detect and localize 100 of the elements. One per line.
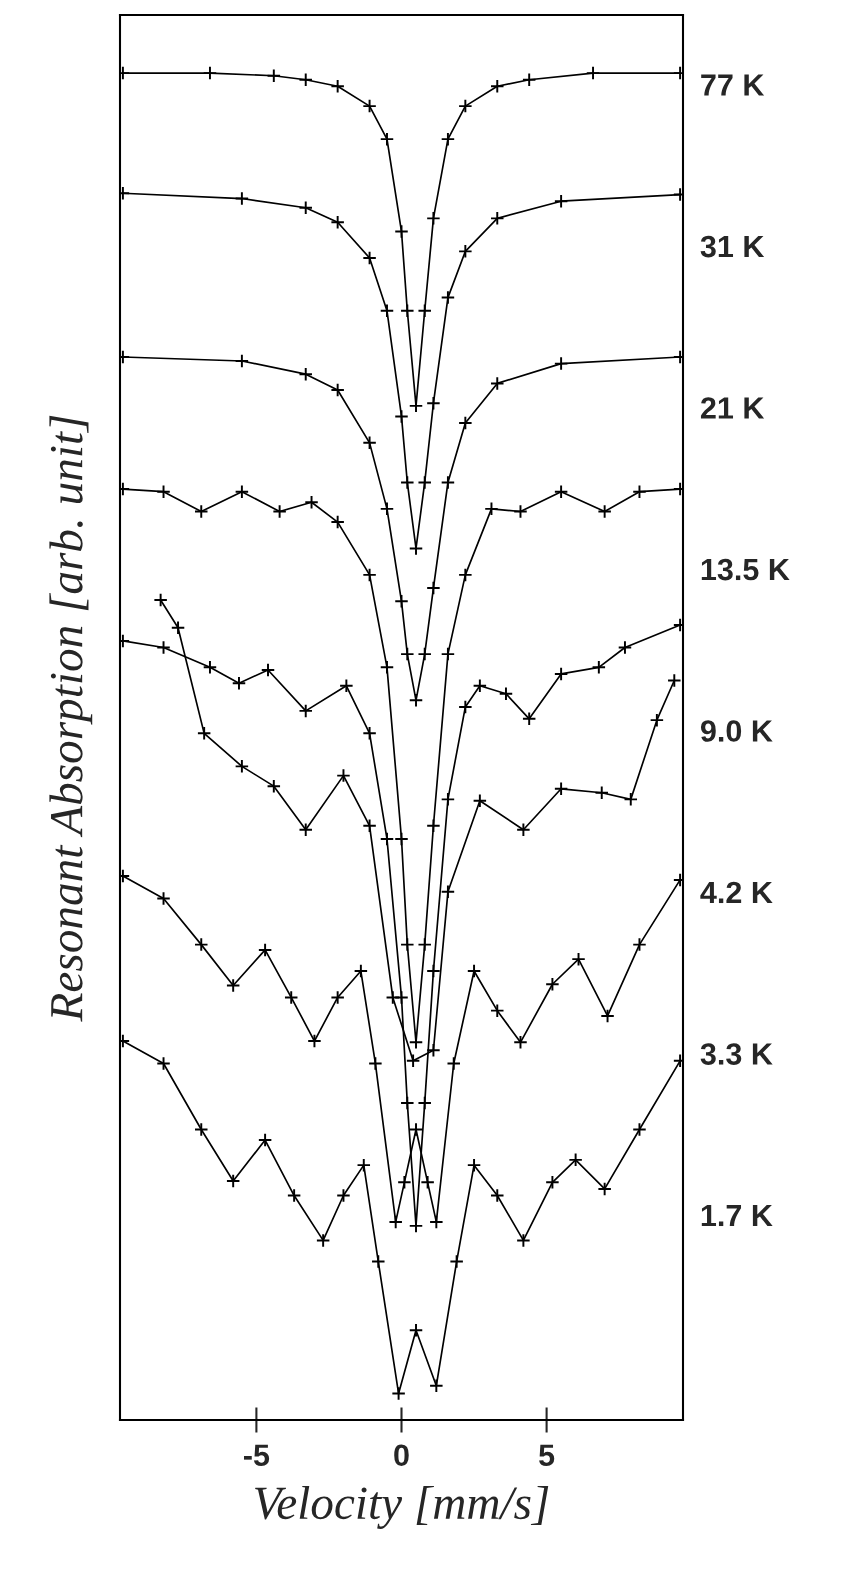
text: 9.0 K: [700, 720, 773, 742]
point: [458, 98, 473, 114]
point: [417, 1095, 432, 1111]
point: [429, 1214, 444, 1230]
point: [339, 678, 354, 694]
point: [362, 435, 377, 451]
point: [394, 594, 409, 609]
point: [400, 937, 415, 952]
point: [617, 640, 633, 655]
point: [649, 712, 665, 728]
point: [513, 1035, 528, 1050]
point: [440, 646, 456, 662]
point: [394, 224, 409, 239]
point: [362, 250, 377, 266]
point: [391, 1386, 406, 1401]
point: [330, 215, 345, 230]
point: [330, 382, 345, 398]
point: [336, 768, 351, 783]
point: [426, 396, 441, 411]
point: [632, 484, 647, 499]
point: [545, 1175, 560, 1190]
point: [156, 640, 171, 655]
point: [513, 504, 528, 519]
point: [440, 290, 456, 305]
point: [597, 1181, 612, 1197]
series-label: 77 K: [701, 74, 765, 96]
point: [553, 193, 569, 209]
point: [632, 1122, 647, 1137]
point: [298, 822, 313, 837]
point: [571, 951, 586, 967]
point: [623, 792, 638, 807]
point: [600, 1008, 615, 1024]
point: [400, 303, 415, 319]
point: [484, 501, 499, 517]
point: [408, 1322, 424, 1338]
point: [260, 662, 276, 678]
point: [234, 484, 250, 499]
point: [490, 211, 505, 226]
point: [458, 244, 473, 259]
point: [156, 484, 171, 499]
text: 13.5 K: [701, 558, 790, 581]
point: [156, 1056, 171, 1071]
point: [194, 937, 209, 952]
point: [356, 1157, 371, 1173]
point: [298, 72, 313, 87]
point: [315, 1233, 331, 1248]
point: [417, 475, 432, 490]
point: [400, 475, 415, 490]
point: [298, 200, 313, 216]
point: [362, 818, 377, 833]
point: [225, 978, 241, 993]
point: [516, 1233, 531, 1248]
point: [394, 831, 409, 847]
text: 3.3 K: [700, 1043, 773, 1065]
point: [156, 891, 171, 906]
point: [553, 356, 569, 371]
point: [490, 1003, 505, 1018]
point: [272, 504, 287, 519]
point: [379, 131, 395, 147]
point: [379, 660, 395, 675]
series-label: 31 K: [700, 235, 765, 258]
point: [446, 1056, 461, 1071]
point: [234, 353, 250, 369]
point: [266, 68, 282, 83]
point: [440, 884, 456, 900]
point: [298, 366, 313, 382]
point: [426, 211, 441, 226]
point: [417, 303, 432, 319]
point: [458, 415, 473, 431]
point: [307, 1033, 322, 1049]
point: [472, 678, 488, 694]
point: [385, 990, 401, 1005]
point: [440, 475, 456, 490]
point: [426, 818, 441, 833]
point: [362, 98, 377, 114]
point: [591, 660, 607, 675]
point: [371, 1254, 386, 1269]
point: [426, 580, 441, 596]
point: [490, 1188, 505, 1203]
point: [298, 703, 313, 719]
text: 4.2 K: [700, 881, 773, 904]
point: [597, 504, 612, 519]
point: [516, 822, 531, 837]
point: [257, 942, 273, 958]
y-axis-title: Resonant Absorption [arb. unit]: [49, 415, 93, 1022]
point: [405, 1053, 421, 1069]
point: [408, 1122, 424, 1137]
point: [202, 660, 218, 675]
point: [362, 567, 377, 583]
point: [257, 1132, 273, 1148]
point: [336, 1188, 351, 1203]
text: 1.7 K: [701, 1205, 773, 1227]
point: [286, 1188, 302, 1203]
x-axis-title: Velocity [mm/s]: [255, 1485, 549, 1529]
point: [330, 514, 345, 530]
point: [353, 963, 369, 979]
point: [397, 1175, 412, 1190]
point: [330, 990, 345, 1005]
point: [440, 792, 456, 807]
point: [330, 79, 345, 94]
